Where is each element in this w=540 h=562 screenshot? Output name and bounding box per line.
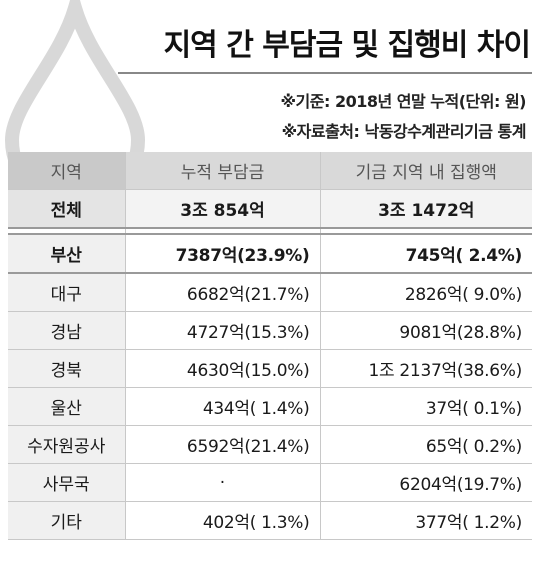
row-spending: 65억( 0.2%) [319,425,532,464]
row-spending: 6204억(19.7%) [319,463,532,502]
header-spending: 기금 지역 내 집행액 [319,152,532,190]
total-region: 전체 [8,189,125,229]
row-spending: 1조 2137억(38.6%) [319,349,532,388]
source-note: ※자료출처: 낙동강수계관리기금 통계 [281,122,527,141]
row-region: 경남 [8,311,125,350]
table-row: 경북 4630억(15.0%) 1조 2137억(38.6%) [8,349,532,388]
row-burden: · [124,463,320,502]
row-region: 사무국 [8,463,125,502]
row-region: 울산 [8,387,125,426]
row-burden: 6682억(21.7%) [124,273,320,312]
header-region: 지역 [8,152,125,190]
burden-spending-table: 지역 누적 부담금 기금 지역 내 집행액 전체 3조 854억 3조 1472… [8,152,532,540]
total-row: 전체 3조 854억 3조 1472억 [8,189,532,229]
row-burden: 6592억(21.4%) [124,425,320,464]
row-spending: 2826억( 9.0%) [319,273,532,312]
row-region: 부산 [8,233,125,274]
table-row: 기타 402억( 1.3%) 377억( 1.2%) [8,501,532,540]
row-burden: 434억( 1.4%) [124,387,320,426]
table-row: 사무국 · 6204억(19.7%) [8,463,532,502]
row-region: 수자원공사 [8,425,125,464]
row-burden: 7387억(23.9%) [124,233,320,274]
header-burden: 누적 부담금 [124,152,320,190]
row-burden: 4630억(15.0%) [124,349,320,388]
row-burden: 4727억(15.3%) [124,311,320,350]
table-row: 부산 7387억(23.9%) 745억( 2.4%) [8,233,532,274]
row-spending: 37억( 0.1%) [319,387,532,426]
total-spending: 3조 1472억 [319,189,532,229]
table-row: 울산 434억( 1.4%) 37억( 0.1%) [8,387,532,426]
row-spending: 745억( 2.4%) [319,233,532,274]
row-burden: 402억( 1.3%) [124,501,320,540]
table-row: 경남 4727억(15.3%) 9081억(28.8%) [8,311,532,350]
row-region: 대구 [8,273,125,312]
table-row: 대구 6682억(21.7%) 2826억( 9.0%) [8,273,532,312]
basis-note: ※기준: 2018년 연말 누적(단위: 원) [280,92,527,111]
row-region: 기타 [8,501,125,540]
table-row: 수자원공사 6592억(21.4%) 65억( 0.2%) [8,425,532,464]
title-divider [118,72,532,74]
total-burden: 3조 854억 [124,189,320,229]
page-title: 지역 간 부담금 및 집행비 차이 [163,28,531,63]
table-header-row: 지역 누적 부담금 기금 지역 내 집행액 [8,152,532,190]
row-spending: 9081억(28.8%) [319,311,532,350]
row-spending: 377억( 1.2%) [319,501,532,540]
row-region: 경북 [8,349,125,388]
